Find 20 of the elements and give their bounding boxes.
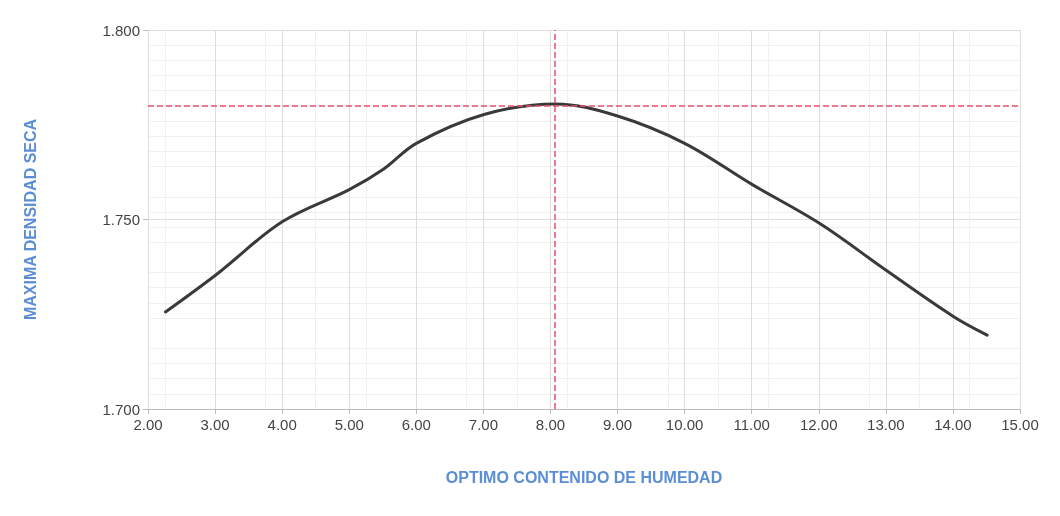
x-axis-title: OPTIMO CONTENIDO DE HUMEDAD [445, 468, 723, 486]
x-tick-label: 10.00 [665, 416, 704, 433]
x-tick-label: 15.00 [1001, 416, 1039, 433]
x-tick-label: 14.00 [934, 416, 972, 433]
x-tick-label: 11.00 [733, 416, 770, 433]
line-series [163, 102, 989, 337]
x-tick-label: 4.00 [267, 416, 297, 433]
x-tick-label: 7.00 [468, 416, 498, 433]
x-tick-label: 3.00 [200, 416, 230, 433]
y-tick-label: 1.750 [102, 211, 140, 228]
x-tick-label: 8.00 [535, 416, 566, 433]
x-tick-label: 9.00 [602, 416, 633, 433]
x-tick-label: 12.00 [800, 416, 838, 433]
y-axis-title: MAXIMA DENSIDAD SECA [21, 118, 39, 321]
x-tick-label: 13.00 [867, 416, 905, 433]
x-tick-label: 5.00 [334, 416, 364, 433]
x-tick-label: 6.00 [401, 416, 431, 433]
x-tick-label: 2.00 [133, 416, 163, 433]
y-tick-label: 1.700 [102, 400, 140, 418]
y-tick-label: 1.800 [102, 21, 140, 39]
